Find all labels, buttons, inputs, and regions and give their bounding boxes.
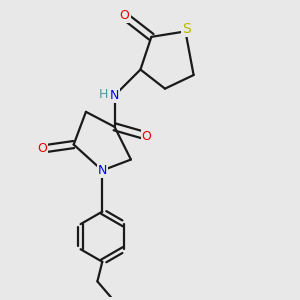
- Text: H: H: [98, 88, 108, 100]
- Text: N: N: [98, 164, 107, 177]
- Text: S: S: [182, 22, 191, 36]
- Text: O: O: [37, 142, 47, 155]
- Text: N: N: [110, 89, 119, 102]
- Text: O: O: [120, 9, 130, 22]
- Text: O: O: [142, 130, 152, 143]
